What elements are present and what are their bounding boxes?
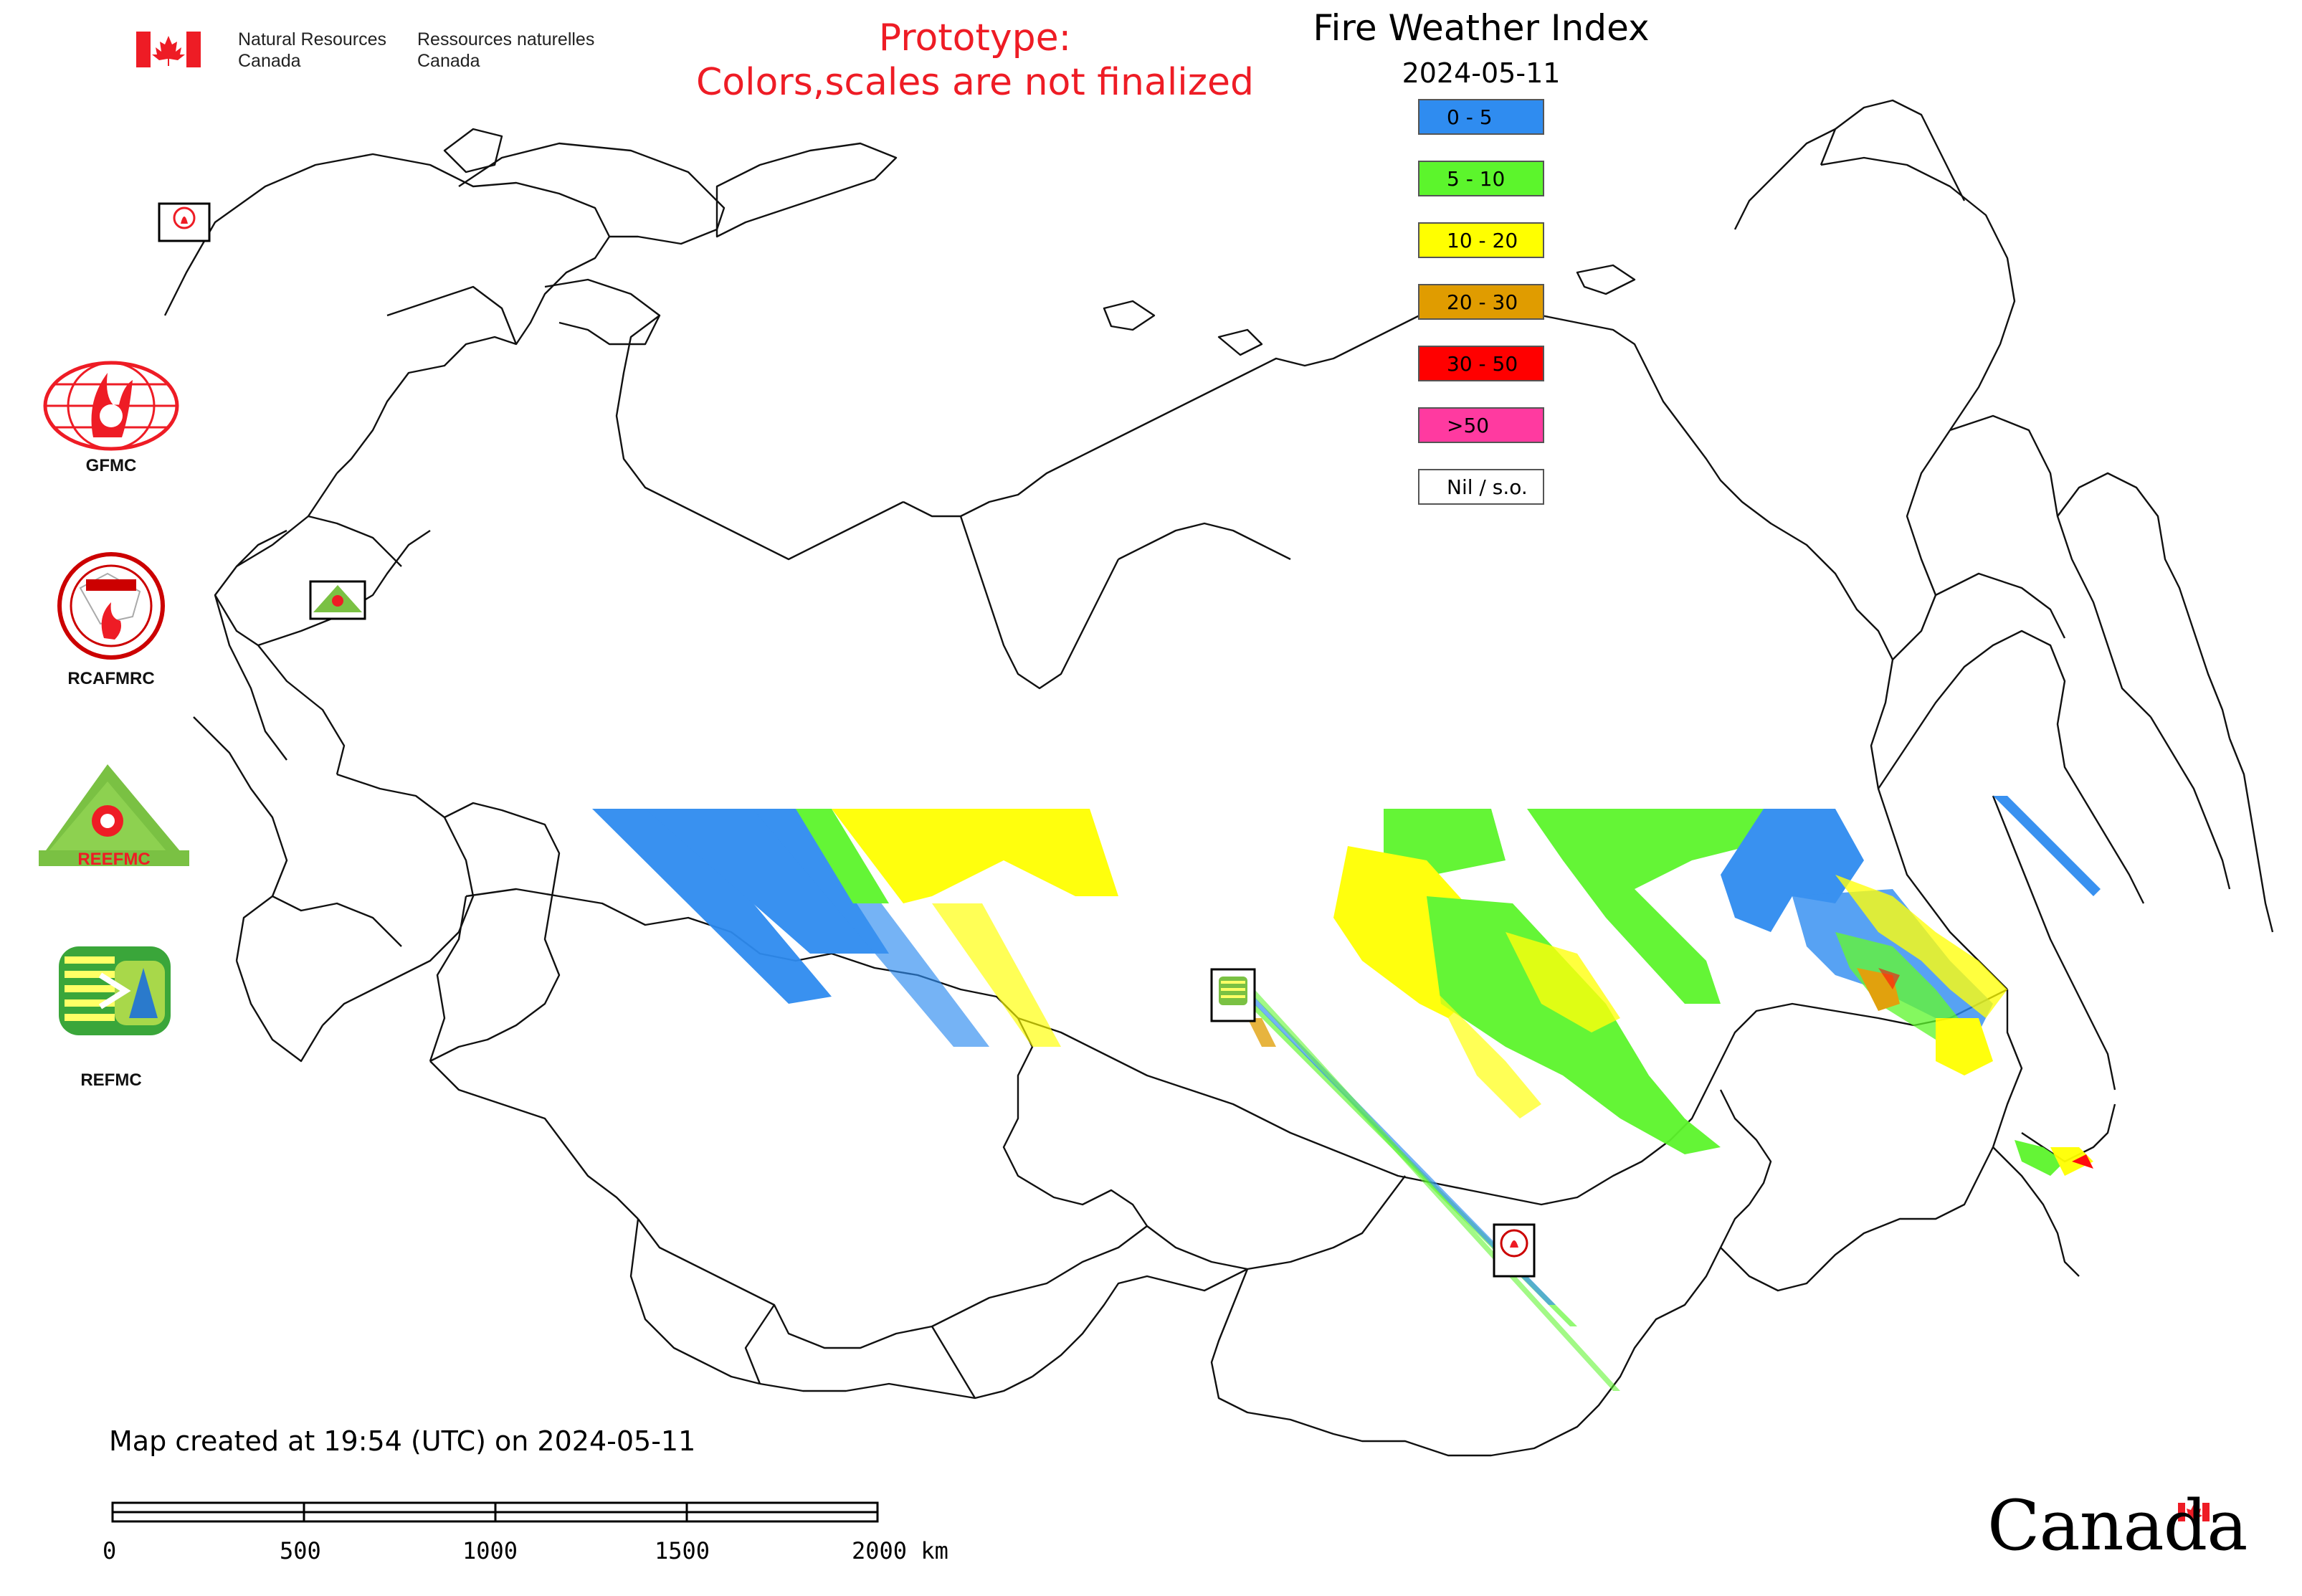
legend-item: >50 (1418, 407, 1544, 443)
canada-wordmark-flag-icon (2178, 1503, 2210, 1523)
scale-bar (111, 1501, 879, 1523)
dept-name-fr-line2: Canada (417, 51, 480, 71)
refmc-map-marker (1210, 968, 1256, 1022)
scale-label-2000: 2000 km (852, 1537, 948, 1564)
reefmc-logo-icon: REEFMC (39, 764, 189, 869)
refmc-label: REFMC (80, 1070, 142, 1090)
legend-item: 10 - 20 (1418, 222, 1544, 258)
rcafmrc-label: RCAFMRC (67, 669, 155, 688)
gfmc-logo-icon (43, 361, 179, 451)
legend-title: Fire Weather Index (1313, 7, 1650, 49)
fwi-data-overlay (592, 796, 2101, 1391)
dept-name-en-line2: Canada (238, 51, 301, 71)
scale-label-1000: 1000 (462, 1537, 518, 1564)
gfmc-map-marker (158, 202, 211, 242)
prototype-line1: Prototype: (878, 16, 1072, 60)
legend-item: 30 - 50 (1418, 346, 1544, 381)
reefmc-map-marker (309, 580, 366, 620)
rcafmrc-map-marker (1493, 1223, 1536, 1278)
rcafmrc-logo-icon (57, 552, 165, 660)
canada-flag-icon (136, 32, 201, 67)
gfmc-label: GFMC (85, 456, 137, 475)
refmc-logo-icon (59, 946, 171, 1035)
prototype-line2: Colors,scales are not finalized (695, 61, 1255, 104)
canada-wordmark: Canada (1987, 1486, 2248, 1566)
legend-item: 5 - 10 (1418, 161, 1544, 196)
scale-label-500: 500 (280, 1537, 321, 1564)
prototype-notice: Prototype: Colors,scales are not finaliz… (617, 16, 1333, 105)
country-boundaries (163, 99, 2274, 1457)
scale-label-0: 0 (103, 1537, 117, 1564)
dept-name-fr-line1: Ressources naturelles (417, 29, 595, 49)
legend-date: 2024-05-11 (1402, 57, 1561, 89)
svg-text:REEFMC: REEFMC (77, 850, 150, 869)
legend-item: 0 - 5 (1418, 99, 1544, 135)
dept-name-fr: Ressources naturelles Canada (417, 29, 594, 72)
legend-item: Nil / s.o. (1418, 469, 1544, 505)
map-created-text: Map created at 19:54 (UTC) on 2024-05-11 (109, 1425, 696, 1457)
dept-name-en-line1: Natural Resources (238, 29, 387, 49)
dept-name-en: Natural Resources Canada (238, 29, 386, 72)
scale-label-1500: 1500 (655, 1537, 710, 1564)
legend-item: 20 - 30 (1418, 284, 1544, 320)
